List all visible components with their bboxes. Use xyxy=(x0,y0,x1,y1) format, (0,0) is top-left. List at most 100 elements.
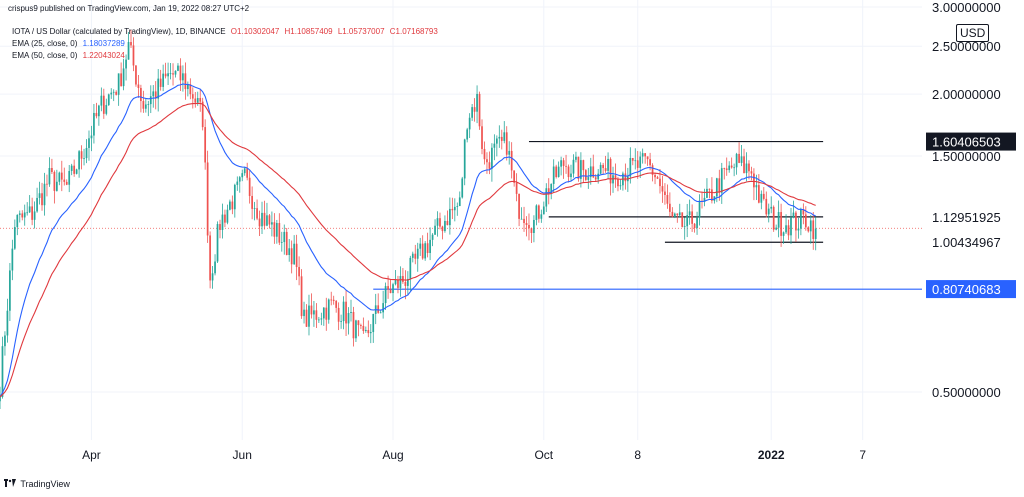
candle-body xyxy=(528,224,530,229)
candle-body xyxy=(122,68,125,87)
ema25-legend[interactable]: EMA (25, close, 0) 1.18037289 xyxy=(12,39,128,48)
y-tick-label: 2.00000000 xyxy=(932,87,1001,102)
candle-body xyxy=(41,193,43,206)
candle-body xyxy=(46,183,48,185)
candle-body xyxy=(804,214,807,228)
candle-body xyxy=(666,194,669,204)
candle-body xyxy=(683,226,686,228)
candle-body xyxy=(51,168,53,173)
candle-body xyxy=(357,320,360,326)
candle-body xyxy=(305,309,308,327)
candle-body xyxy=(503,132,506,141)
candle-body xyxy=(201,101,204,128)
x-tick-label: Aug xyxy=(382,448,403,462)
candle-body xyxy=(550,183,553,194)
candle-body xyxy=(392,284,394,294)
candle-body xyxy=(473,107,476,112)
candle-body xyxy=(565,165,567,167)
candle-body xyxy=(350,311,352,314)
candle-body xyxy=(792,212,795,218)
candle-body xyxy=(367,330,370,334)
price-tag-bg xyxy=(926,207,1016,226)
candle-body xyxy=(424,243,427,259)
candle-body xyxy=(555,166,558,178)
candle-body xyxy=(562,160,565,166)
candle-body xyxy=(807,227,810,232)
candle-body xyxy=(416,248,419,259)
candle-body xyxy=(757,185,760,203)
candle-body xyxy=(772,206,775,230)
candle-body xyxy=(78,151,80,170)
candle-body xyxy=(238,177,241,182)
candle-body xyxy=(273,222,276,237)
candle-body xyxy=(313,310,315,315)
symbol-legend: IOTA / US Dollar (calculated by TradingV… xyxy=(12,27,441,36)
candle-body xyxy=(135,65,137,85)
candle-body xyxy=(634,160,637,162)
candle-body xyxy=(594,177,597,180)
candle-body xyxy=(196,98,199,103)
currency-button[interactable]: USD xyxy=(956,24,990,42)
ohlc-high: H1.10857409 xyxy=(284,27,333,36)
candle-body xyxy=(495,138,498,144)
candle-body xyxy=(688,211,691,216)
candle-body xyxy=(36,197,38,212)
candle-body xyxy=(720,168,723,193)
candle-body xyxy=(614,175,617,179)
candle-body xyxy=(211,273,214,281)
candle-body xyxy=(461,178,464,198)
candle-body xyxy=(4,335,6,347)
candle-body xyxy=(575,156,577,160)
candle-body xyxy=(320,318,323,320)
candle-body xyxy=(340,321,342,322)
price-labels: 1.60406503 1.12951925 1.00434967 0.80740683 xyxy=(926,132,1016,299)
candle-body xyxy=(540,214,543,219)
candle-body xyxy=(16,214,19,228)
candle-body xyxy=(411,253,414,258)
candle-body xyxy=(755,185,758,188)
candle-body xyxy=(730,165,733,168)
candle-body xyxy=(711,189,713,201)
candle-body xyxy=(266,215,268,226)
candle-body xyxy=(147,104,150,105)
candle-body xyxy=(735,153,738,168)
y-tick-label: 3.00000000 xyxy=(932,0,1001,15)
candle-body xyxy=(345,301,347,324)
candle-body xyxy=(261,212,263,227)
candle-body xyxy=(248,177,251,196)
candle-body xyxy=(669,203,671,212)
candle-body xyxy=(500,136,503,141)
tradingview-logo: TradingView xyxy=(4,479,70,489)
candle-body xyxy=(184,73,187,90)
candle-body xyxy=(355,320,357,339)
candle-body xyxy=(335,300,338,308)
candle-body xyxy=(283,231,286,243)
candle-body xyxy=(263,212,266,226)
candle-body xyxy=(664,191,666,195)
candle-body xyxy=(649,159,651,166)
candle-body xyxy=(421,243,424,259)
candle-body xyxy=(85,147,88,159)
candle-body xyxy=(1,346,4,397)
candle-body xyxy=(686,215,689,227)
candle-body xyxy=(592,166,595,178)
candle-body xyxy=(750,171,753,174)
candle-body xyxy=(740,156,743,163)
candle-body xyxy=(214,261,216,274)
candle-body xyxy=(456,206,459,207)
candle-body xyxy=(723,168,726,169)
candle-body xyxy=(691,211,693,224)
candle-body xyxy=(812,220,815,239)
candle-body xyxy=(389,289,392,294)
ohlc-close: C1.07168793 xyxy=(389,27,438,36)
candle-body xyxy=(191,94,194,99)
candle-body xyxy=(364,330,367,331)
ema50-legend[interactable]: EMA (50, close, 0) 1.22043024 xyxy=(12,51,128,60)
candle-body xyxy=(399,276,402,288)
candle-body xyxy=(288,248,291,255)
candle-body xyxy=(607,158,609,171)
candle-body xyxy=(478,93,481,127)
candle-body xyxy=(157,78,160,99)
candle-body xyxy=(654,174,656,178)
